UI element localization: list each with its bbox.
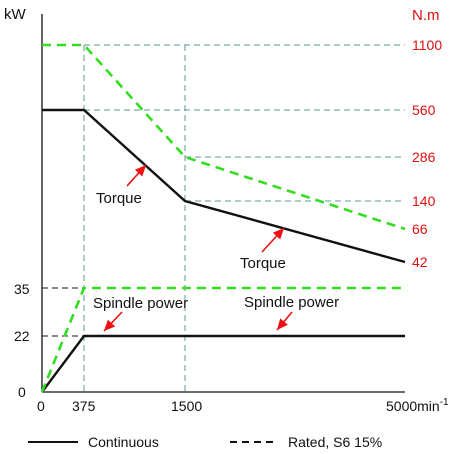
spindle-power-arrow-1-head xyxy=(104,319,116,331)
y-right-tick-1100: 1100 xyxy=(412,37,442,53)
y-right-tick-286: 286 xyxy=(412,149,436,165)
x-tick-375: 375 xyxy=(72,398,96,414)
x-tick-5000: 5000min-1 xyxy=(386,397,449,414)
arrows-layer xyxy=(103,164,293,332)
x-unit-label: 5000min xyxy=(386,398,440,414)
y-right-tick-42: 42 xyxy=(412,254,428,270)
torque-annotation-2: Torque xyxy=(240,255,286,272)
x-tick-1500: 1500 xyxy=(171,398,202,414)
y-left-tick-0: 0 xyxy=(18,384,26,400)
y-right-axis-label: N.m xyxy=(412,7,440,24)
y-left-tick-22: 22 xyxy=(14,328,30,344)
legend-label-rated: Rated, S6 15% xyxy=(288,434,382,450)
grid xyxy=(42,44,405,392)
y-right-tick-140: 140 xyxy=(412,193,436,209)
series-rated-torque xyxy=(42,43,406,231)
x-tick-0: 0 xyxy=(37,398,45,414)
legend-label-continuous: Continuous xyxy=(88,434,159,450)
series-layer xyxy=(40,43,406,393)
series-continuous-torque xyxy=(42,108,406,264)
spindle-power-arrow-2-head xyxy=(277,318,288,330)
x-unit-exponent: -1 xyxy=(440,397,449,408)
y-left-axis-label: kW xyxy=(4,6,27,23)
series-rated-power xyxy=(40,286,405,393)
torque-annotation-1: Torque xyxy=(96,190,142,207)
torque-arrow-1-head xyxy=(134,165,146,177)
spindle-power-annotation-1: Spindle power xyxy=(93,295,188,312)
y-right-tick-560: 560 xyxy=(412,102,436,118)
series-continuous-power xyxy=(41,334,405,393)
y-right-tick-66: 66 xyxy=(412,221,428,237)
torque-arrow-2-head xyxy=(272,228,284,240)
y-left-tick-35: 35 xyxy=(14,281,30,297)
spindle-power-annotation-2: Spindle power xyxy=(244,294,339,311)
